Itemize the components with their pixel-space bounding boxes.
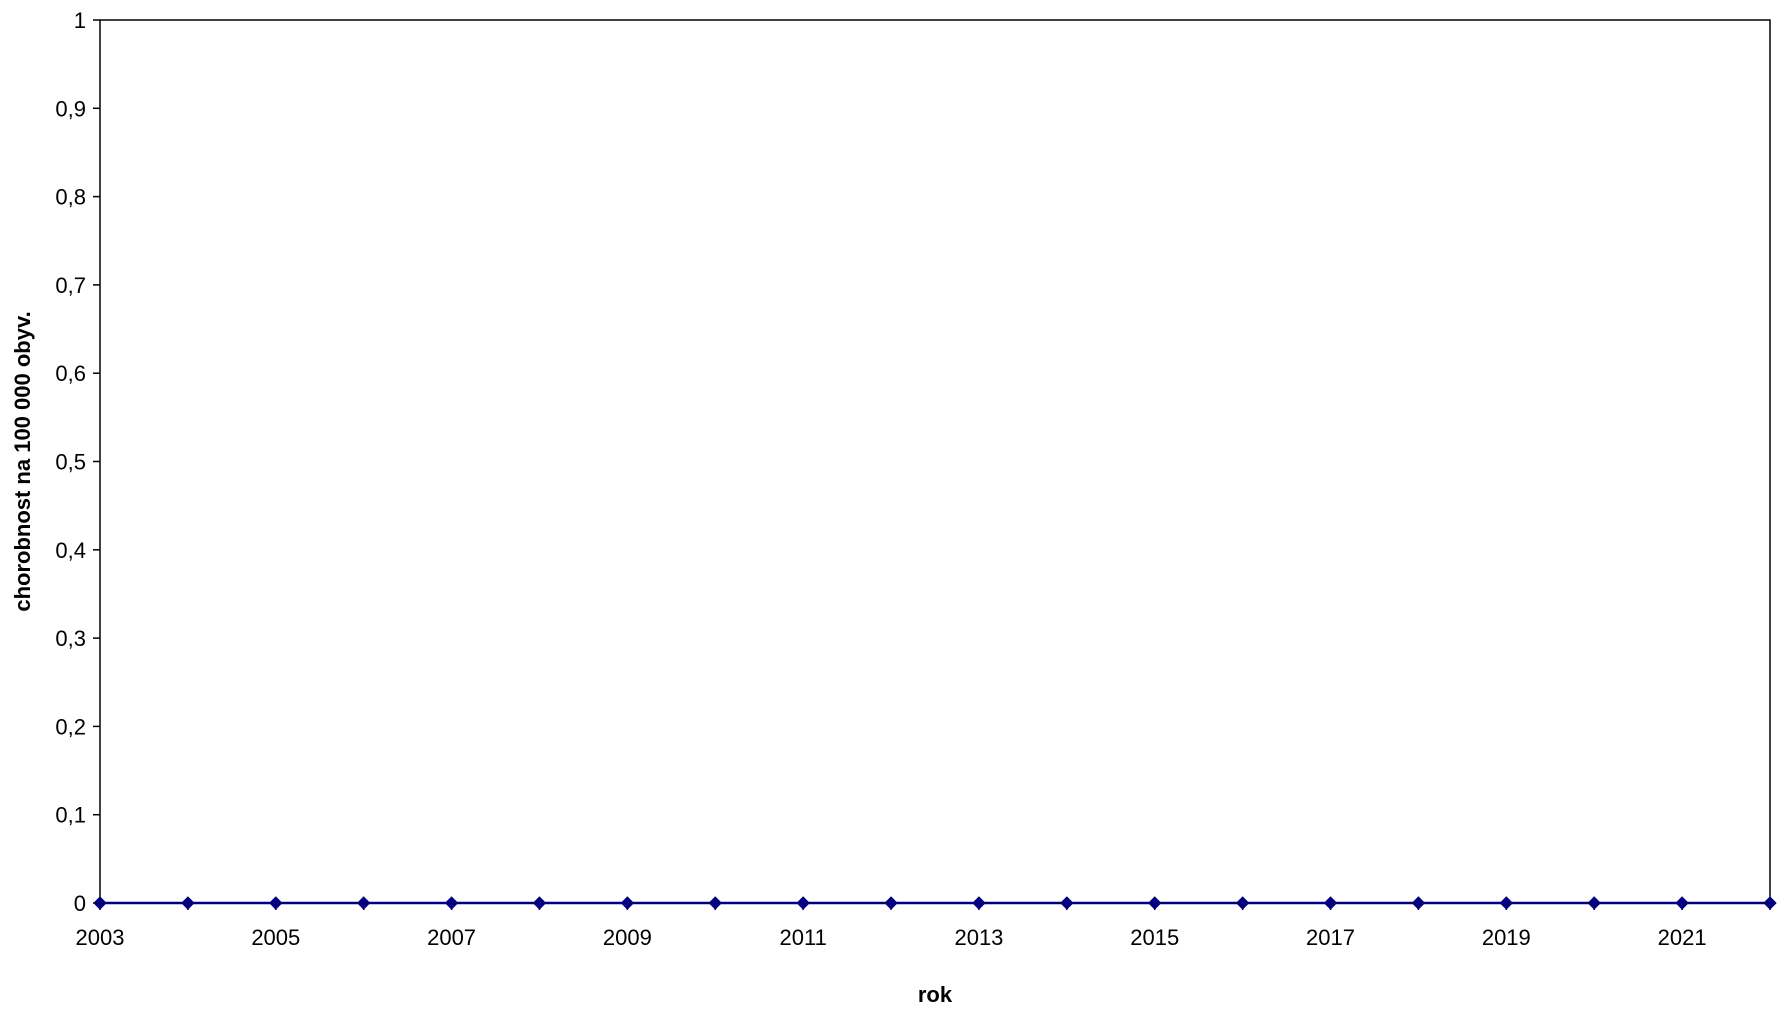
y-tick-label: 0,6 xyxy=(55,361,86,386)
x-tick-label: 2015 xyxy=(1130,925,1179,950)
x-tick-label: 2017 xyxy=(1306,925,1355,950)
x-tick-label: 2021 xyxy=(1658,925,1707,950)
x-tick-label: 2011 xyxy=(780,925,827,950)
y-axis-ticks: 0 0,1 0,2 0,3 0,4 0,5 0,6 0,7 0,8 0,9 1 xyxy=(55,8,100,916)
x-tick-label: 2019 xyxy=(1482,925,1531,950)
x-tick-label: 2003 xyxy=(76,925,125,950)
x-tick-label: 2009 xyxy=(603,925,652,950)
data-point-marker xyxy=(1499,896,1514,910)
y-tick-label: 0,5 xyxy=(55,450,86,475)
x-tick-label: 2007 xyxy=(427,925,476,950)
x-axis-ticks: 2003 2005 2007 2009 2011 2013 2015 2017 2019 2021 xyxy=(76,903,1771,950)
y-tick-label: 0 xyxy=(74,891,86,916)
series-layer xyxy=(93,896,1777,910)
data-point-marker xyxy=(532,896,547,910)
x-tick-label: 2005 xyxy=(251,925,300,950)
y-tick-label: 0,7 xyxy=(55,273,86,298)
data-point-marker xyxy=(796,896,810,910)
data-point-marker xyxy=(444,896,459,910)
y-tick-label: 1 xyxy=(74,8,86,33)
y-tick-label: 0,4 xyxy=(55,538,86,563)
data-point-marker xyxy=(1148,896,1162,910)
data-point-marker xyxy=(1587,896,1601,910)
y-axis-title: chorobnost na 100 000 obyv. xyxy=(10,311,35,611)
data-point-marker xyxy=(1323,896,1338,910)
data-point-marker xyxy=(1235,896,1250,910)
data-point-marker xyxy=(620,896,635,910)
data-point-marker xyxy=(1763,896,1777,910)
data-point-marker xyxy=(1411,896,1426,910)
y-tick-label: 0,8 xyxy=(55,185,86,210)
x-axis-title: rok xyxy=(918,982,953,1007)
data-point-marker xyxy=(1060,896,1074,910)
data-point-marker xyxy=(93,896,107,910)
x-tick-label: 2013 xyxy=(954,925,1003,950)
data-point-marker xyxy=(269,896,283,910)
data-point-marker xyxy=(708,896,722,910)
y-tick-label: 0,1 xyxy=(55,803,86,828)
data-point-marker xyxy=(884,896,898,910)
y-tick-label: 0,3 xyxy=(55,626,86,651)
data-point-marker xyxy=(181,896,195,910)
y-tick-label: 0,2 xyxy=(55,714,86,739)
data-point-marker xyxy=(356,896,371,910)
plot-area xyxy=(99,19,1771,904)
data-point-marker xyxy=(1675,896,1689,910)
data-point-marker xyxy=(972,896,986,910)
y-tick-label: 0,9 xyxy=(55,96,86,121)
plot-frame xyxy=(99,19,1771,904)
